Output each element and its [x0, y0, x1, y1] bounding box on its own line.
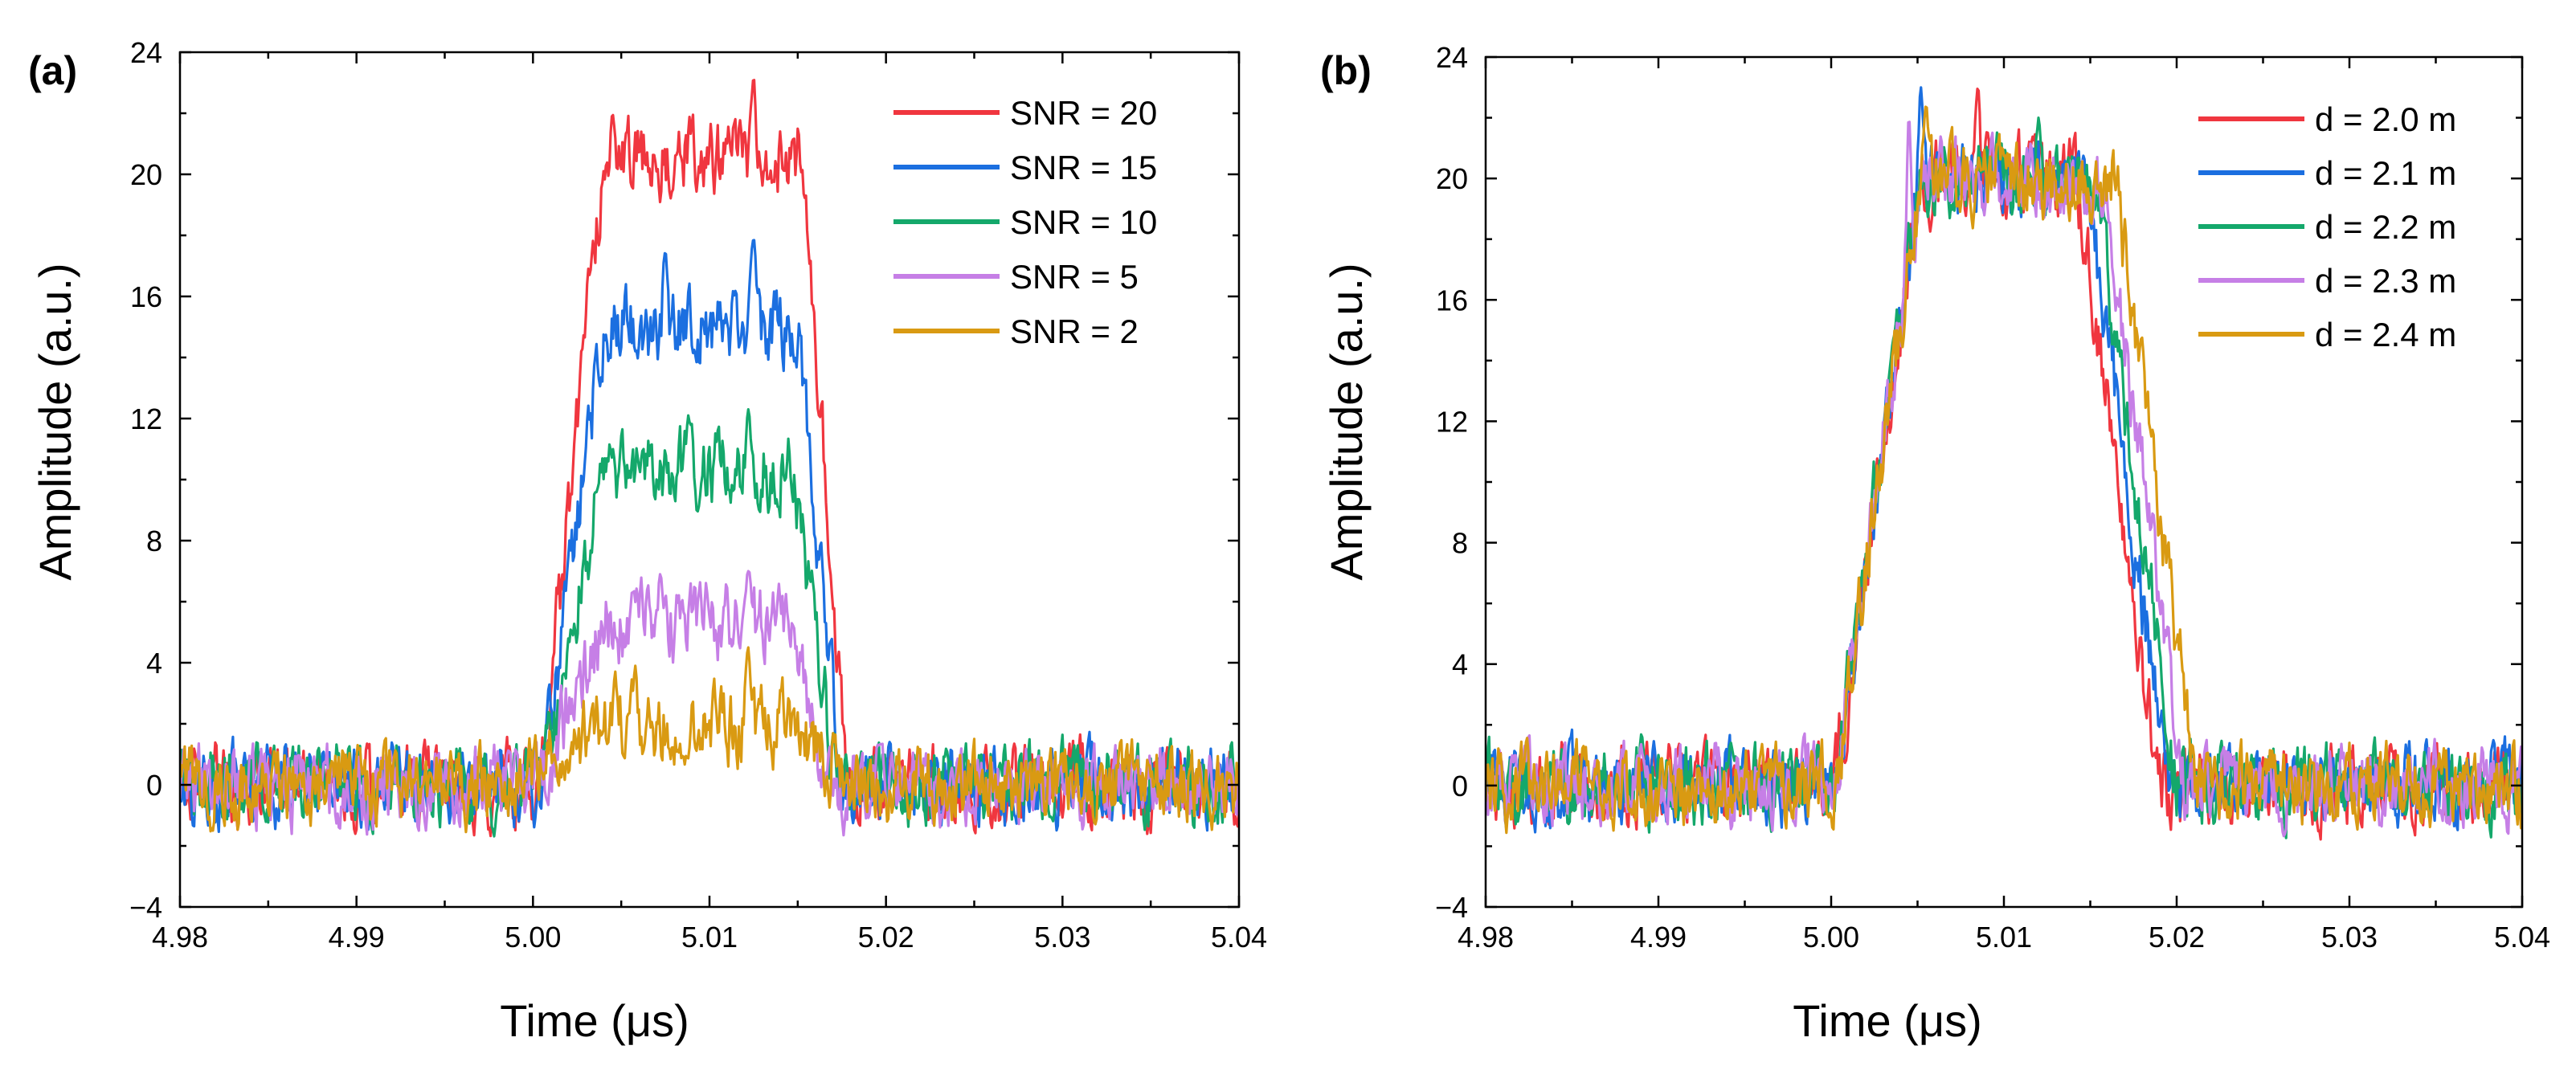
panel-b-y-axis-title: Amplitude (a.u.)	[1321, 263, 1372, 580]
panel-a-series-line-3	[180, 408, 1239, 838]
panel-a-series-group	[180, 79, 1239, 838]
panel-a-ytick-label: −4	[129, 891, 162, 924]
panel-a-label: (a)	[28, 48, 77, 93]
panel-b-legend-label-1: d = 2.0 m	[2315, 100, 2456, 138]
panel-b-x-axis-title: Time (μs)	[1793, 995, 1981, 1046]
panel-a-series-line-1	[180, 79, 1239, 838]
panel-b-series-line-5	[1486, 105, 2522, 835]
panel-b-ytick-label: 8	[1452, 527, 1468, 560]
panel-a-series-line-5	[180, 646, 1239, 834]
panel-a-legend-label-5: SNR = 2	[1010, 312, 1139, 350]
panel-a: (a) −4 0 4 8 12 16 20 24 4.98 4.99 5.00 5.01 5.02 5.…	[28, 36, 1267, 1046]
panel-a-legend-label-2: SNR = 15	[1010, 149, 1157, 186]
panel-a-ytick-label: 12	[130, 402, 162, 435]
panel-b-legend-label-2: d = 2.1 m	[2315, 154, 2456, 192]
panel-b-series-line-3	[1486, 116, 2522, 839]
panel-a-xtick-label: 5.04	[1211, 921, 1267, 954]
panel-b-xtick-label: 5.01	[1976, 921, 2032, 954]
panel-b-xtick-label: 5.02	[2149, 921, 2205, 954]
panel-b-legend: d = 2.0 m d = 2.1 m d = 2.2 m d = 2.3 m d = …	[2198, 100, 2456, 353]
panel-a-ytick-label: 16	[130, 280, 162, 313]
panel-b-series-line-2	[1486, 86, 2522, 834]
panel-a-xtick-label: 5.01	[681, 921, 738, 954]
panel-a-ytick-label: 4	[146, 647, 162, 680]
panel-a-y-axis-title: Amplitude (a.u.)	[30, 263, 80, 580]
panel-b-ytick-label: 16	[1436, 284, 1468, 317]
panel-a-x-axis-title: Time (μs)	[500, 995, 689, 1046]
panel-b-legend-label-3: d = 2.2 m	[2315, 208, 2456, 246]
panel-b-xtick-label: 5.04	[2494, 921, 2550, 954]
panel-b-ytick-label: 0	[1452, 770, 1468, 803]
panel-b-legend-label-4: d = 2.3 m	[2315, 262, 2456, 300]
panel-a-legend-label-4: SNR = 5	[1010, 258, 1139, 296]
panel-a-xtick-label: 4.99	[329, 921, 385, 954]
panel-a-ytick-label: 24	[130, 36, 162, 69]
panel-b-xtick-label: 4.98	[1458, 921, 1514, 954]
panel-b-ytick-label: 24	[1436, 41, 1468, 74]
panel-b-ytick-label: 4	[1452, 648, 1468, 681]
panel-b-xtick-label: 4.99	[1630, 921, 1687, 954]
panel-b-legend-label-5: d = 2.4 m	[2315, 316, 2456, 353]
panel-b: (b) −4 0 4 8 12 16 20 24 4.98 4.99 5.00 5.01 5.02 5.…	[1320, 41, 2550, 1046]
panel-a-xtick-label: 5.00	[505, 921, 561, 954]
panel-a-legend-label-1: SNR = 20	[1010, 94, 1157, 132]
panel-b-ytick-label: 12	[1436, 405, 1468, 438]
panel-a-xtick-label: 5.03	[1034, 921, 1090, 954]
panel-a-legend: SNR = 20 SNR = 15 SNR = 10 SNR = 5 SNR = 2	[893, 94, 1157, 350]
panel-a-ytick-label: 20	[130, 158, 162, 191]
panel-b-xtick-label: 5.00	[1803, 921, 1859, 954]
panel-b-label: (b)	[1320, 48, 1372, 93]
panel-a-xtick-label: 4.98	[152, 921, 208, 954]
panel-b-xtick-label: 5.03	[2321, 921, 2378, 954]
panel-a-xtick-label: 5.02	[858, 921, 914, 954]
panel-a-ytick-label: 0	[146, 769, 162, 802]
panel-b-ytick-label: −4	[1435, 891, 1468, 924]
panel-b-ytick-label: 20	[1436, 162, 1468, 195]
panel-a-legend-label-3: SNR = 10	[1010, 203, 1157, 241]
panel-b-series-group	[1486, 86, 2522, 841]
panel-a-ytick-label: 8	[146, 525, 162, 558]
